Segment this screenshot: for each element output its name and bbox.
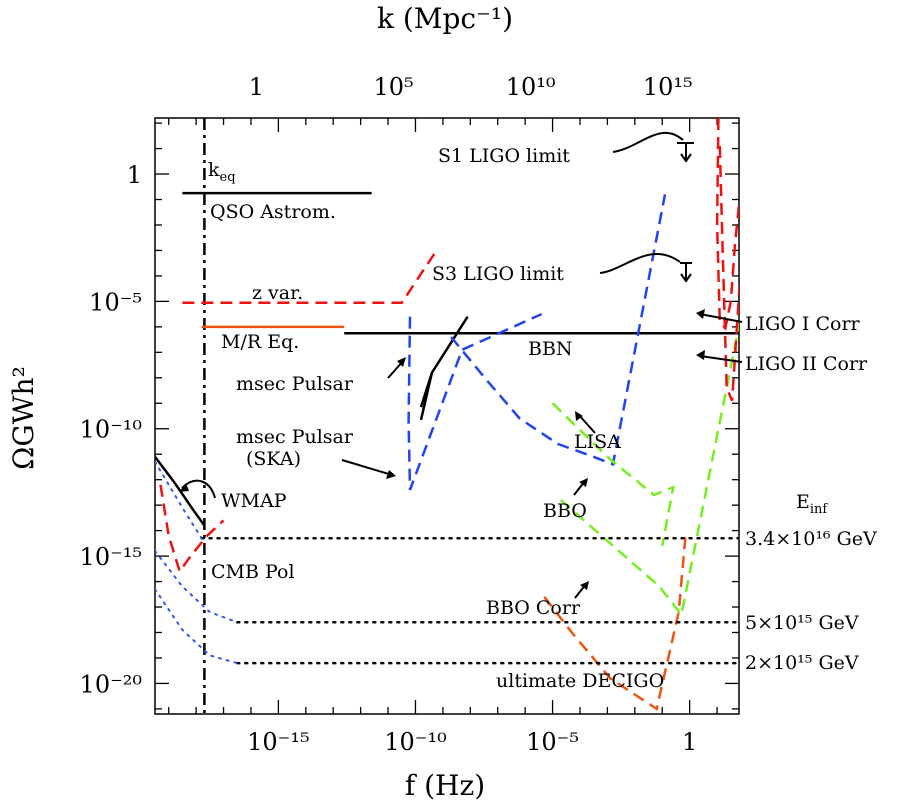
series-z-var-line [182, 248, 439, 304]
s3-arrow-curve [599, 253, 681, 274]
bbo-corr-label: BBO Corr [486, 597, 581, 619]
einf-label: Einf [796, 491, 828, 517]
ligo2-arrowhead [696, 350, 705, 360]
series-ska-line [407, 312, 543, 491]
top-tick-label: 10¹⁰ [506, 73, 556, 101]
keq-label: keq [208, 159, 236, 185]
axis-ticks: 10⁻¹⁵ 10⁻¹⁰ 10⁻⁵ 1 1 10⁻⁵ 10⁻¹⁰ 10⁻¹⁵ 10⁻²⁰ 1 10⁵ 1… [80, 73, 739, 756]
ligo1-arrowhead [696, 309, 705, 319]
ska-label: (SKA) [246, 448, 301, 470]
x-tick-label: 10⁻¹⁰ [384, 728, 446, 756]
einf-5e15-label: 5×10¹⁵ GeV [745, 612, 859, 634]
msec-pulsar-label: msec Pulsar [236, 373, 354, 395]
qso-label: QSO Astrom. [210, 201, 336, 223]
zvar-label: z var. [252, 282, 303, 304]
top-tick-label: 1 [249, 73, 264, 101]
series-cmb-pol-line [159, 484, 225, 575]
y-tick-label: 10⁻²⁰ [80, 670, 142, 698]
top-tick-label: 10¹⁵ [643, 73, 693, 101]
series-einf-5e15-low-line [155, 550, 239, 624]
series-einf-2e15-low-line [155, 588, 239, 665]
bbn-label: BBN [528, 338, 573, 360]
s3-limit-arrow [680, 262, 692, 283]
series-group [155, 118, 739, 714]
decigo-label: ultimate DECIGO [496, 670, 664, 692]
series-bbo-line [551, 402, 675, 547]
mr-eq-label: M/R Eq. [221, 331, 299, 353]
y-tick-label: 10⁻⁵ [89, 288, 142, 316]
wmap-label: WMAP [221, 490, 287, 512]
cmb-pol-label: CMB Pol [211, 561, 295, 583]
y-tick-label: 10⁻¹⁵ [80, 543, 142, 571]
ska-arrow [341, 459, 393, 476]
x-tick-label: 10⁻¹⁵ [247, 728, 309, 756]
ligo1-arrow [699, 313, 743, 323]
ligo2-arrow [699, 355, 743, 363]
s1-arrow-curve [612, 132, 684, 153]
s3-ligo-label: S3 LIGO limit [432, 263, 564, 285]
s1-limit-arrow [677, 142, 694, 163]
ligo2-corr-label: LIGO II Corr [745, 353, 868, 375]
series-ultimate-decigo-line [543, 535, 687, 711]
x-axis-title: f (Hz) [405, 769, 485, 802]
einf-2e15-label: 2×10¹⁵ GeV [745, 652, 859, 674]
series-bbo-corr-line [559, 319, 739, 618]
plot-frame [154, 117, 740, 715]
msec-arrowhead [397, 357, 406, 367]
series-ligo-ii-corr-line [718, 145, 739, 402]
ligo1-corr-label: LIGO I Corr [745, 313, 861, 335]
s1-ligo-label: S1 LIGO limit [438, 145, 570, 167]
x-tick-label: 10⁻⁵ [526, 728, 579, 756]
y-axis-title: ΩGWh² [7, 366, 40, 470]
einf-3p4e16-label: 3.4×10¹⁶ GeV [745, 528, 877, 550]
top-axis-title: k (Mpc⁻¹) [377, 2, 513, 35]
lisa-label: LISA [574, 431, 621, 453]
series-lisa-line [450, 194, 667, 467]
lisa-arrowhead [575, 411, 583, 421]
ska-arrowhead [386, 470, 396, 479]
x-tick-label: 1 [682, 728, 697, 756]
y-tick-label: 10⁻¹⁰ [80, 416, 142, 444]
bbocorr-arrowhead [580, 581, 589, 590]
bbo-arrowhead [579, 478, 588, 487]
y-tick-label: 1 [127, 161, 142, 189]
bbo-label: BBO [543, 500, 587, 522]
series-msec-pulsar-2-line [419, 372, 434, 408]
series-einf-3-4e16-low-line [155, 460, 203, 540]
arrowheads [179, 309, 705, 590]
wmap-arrowhead [179, 483, 189, 492]
msec-pulsar-ska-label: msec Pulsar [236, 426, 354, 448]
top-tick-label: 10⁵ [373, 73, 413, 101]
series-wmap-line [155, 456, 206, 527]
